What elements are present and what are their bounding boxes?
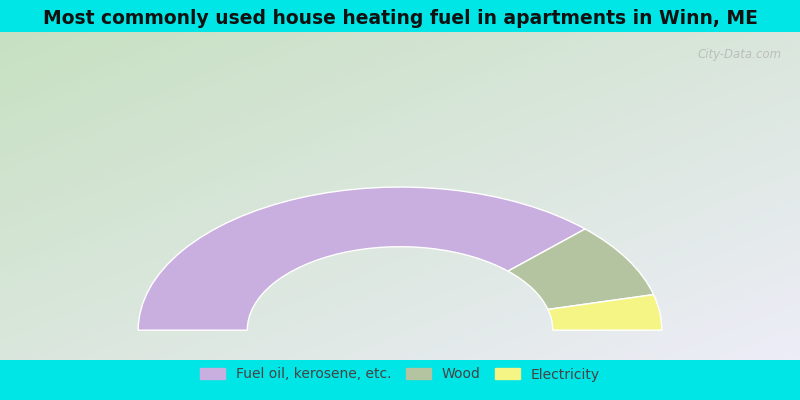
Wedge shape — [508, 229, 654, 310]
Legend: Fuel oil, kerosene, etc., Wood, Electricity: Fuel oil, kerosene, etc., Wood, Electric… — [194, 362, 606, 387]
Wedge shape — [138, 187, 585, 330]
Wedge shape — [548, 294, 662, 330]
Text: City-Data.com: City-Data.com — [698, 48, 782, 61]
Text: Most commonly used house heating fuel in apartments in Winn, ME: Most commonly used house heating fuel in… — [42, 8, 758, 28]
